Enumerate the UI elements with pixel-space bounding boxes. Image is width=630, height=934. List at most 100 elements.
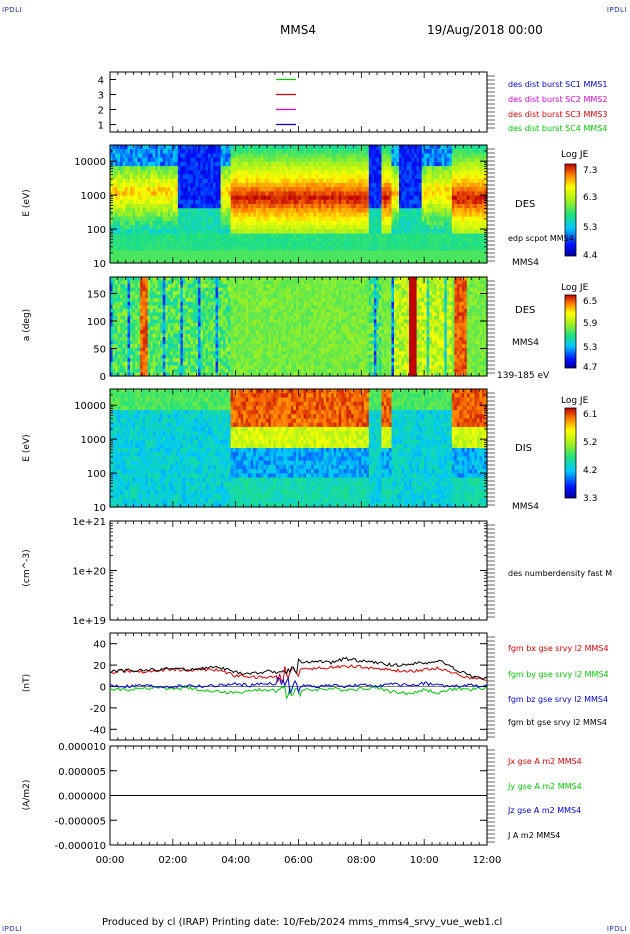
des-energy-cell: [215, 153, 219, 159]
des-energy-cell: [303, 195, 307, 201]
des-energy-cell: [145, 220, 149, 226]
des-energy-cell: [263, 229, 267, 235]
des-energy-cell: [341, 254, 345, 260]
des-energy-cell: [135, 250, 139, 256]
des-energy-cell: [112, 191, 116, 197]
des-energy-cell: [162, 237, 166, 243]
des-energy-cell: [316, 233, 320, 239]
des-energy-cell: [331, 216, 335, 222]
des-energy-cell: [243, 241, 247, 247]
des-energy-cell: [197, 182, 202, 188]
des-energy-cell: [333, 254, 337, 260]
des-energy-cell: [228, 161, 232, 167]
des-energy-cell: [260, 250, 264, 256]
des-energy-cell: [311, 199, 315, 205]
des-energy-cell: [225, 229, 229, 235]
des-energy-cell: [278, 187, 282, 192]
des-energy-cell: [223, 233, 227, 239]
des-energy-cell: [260, 170, 264, 176]
des-energy-cell: [208, 258, 212, 264]
des-energy-cell: [343, 157, 347, 163]
des-energy-cell: [200, 250, 204, 256]
des-energy-cell: [333, 157, 337, 163]
des-energy-cell: [180, 145, 184, 150]
des-energy-cell: [190, 204, 194, 209]
des-energy-cell: [233, 153, 237, 159]
des-energy-cell: [331, 237, 335, 243]
des-energy-cell: [253, 246, 257, 251]
des-energy-cell: [197, 233, 202, 239]
des-energy-cell: [268, 241, 272, 247]
des-energy-cell: [117, 174, 121, 180]
des-energy-cell: [253, 241, 257, 247]
des-energy-cell: [135, 204, 139, 209]
des-energy-cell: [130, 237, 134, 243]
des-energy-cell: [172, 233, 176, 239]
des-energy-cell: [338, 254, 342, 260]
des-energy-cell: [122, 145, 126, 150]
des-energy-cell: [120, 246, 124, 251]
des-energy-cell: [182, 233, 186, 239]
des-energy-cell: [313, 229, 317, 235]
des-energy-cell: [140, 250, 144, 256]
des-energy-cell: [140, 161, 144, 167]
des-energy-cell: [225, 182, 229, 188]
des-energy-cell: [250, 250, 254, 256]
des-energy-cell: [150, 212, 154, 218]
des-energy-cell: [248, 182, 252, 188]
des-energy-cell: [172, 187, 176, 192]
des-energy-cell: [263, 258, 267, 264]
des-energy-cell: [187, 208, 192, 214]
des-energy-cell: [112, 225, 116, 230]
des-energy-cell: [142, 254, 146, 260]
des-energy-cell: [273, 161, 277, 167]
des-energy-cell: [233, 250, 237, 256]
des-energy-cell: [333, 161, 337, 167]
des-energy-cell: [213, 187, 217, 192]
des-energy-cell: [175, 229, 179, 235]
des-energy-cell: [208, 229, 212, 235]
des-energy-cell: [132, 199, 136, 205]
des-energy-cell: [253, 149, 257, 155]
des-energy-cell: [195, 254, 199, 260]
des-energy-cell: [185, 153, 189, 159]
des-energy-cell: [147, 157, 151, 163]
des-energy-cell: [170, 161, 174, 167]
des-energy-cell: [213, 216, 217, 222]
des-energy-cell: [190, 170, 194, 176]
des-energy-cell: [265, 195, 269, 201]
des-energy-cell: [280, 233, 285, 239]
des-energy-cell: [273, 246, 277, 251]
des-energy-cell: [127, 191, 131, 197]
des-energy-cell: [285, 161, 290, 167]
des-energy-cell: [190, 250, 194, 256]
des-energy-cell: [295, 199, 300, 205]
des-energy-cell: [280, 149, 285, 155]
des-energy-cell: [115, 233, 119, 239]
des-energy-cell: [233, 258, 237, 264]
des-energy-cell: [323, 250, 327, 256]
des-energy-cell: [142, 145, 146, 150]
des-energy-cell: [165, 157, 169, 163]
des-energy-cell: [280, 204, 285, 209]
des-energy-cell: [260, 178, 264, 184]
des-energy-cell: [306, 204, 310, 209]
des-energy-cell: [228, 220, 232, 226]
des-energy-cell: [228, 204, 232, 209]
des-energy-cell: [115, 220, 119, 226]
des-energy-cell: [202, 254, 207, 260]
des-energy-cell: [275, 241, 279, 247]
des-energy-cell: [250, 166, 254, 171]
des-energy-cell: [195, 191, 199, 197]
des-energy-cell: [238, 195, 242, 201]
des-energy-cell: [288, 145, 292, 150]
des-energy-cell: [250, 145, 254, 150]
des-energy-cell: [175, 246, 179, 251]
des-energy-cell: [318, 153, 322, 159]
des-energy-cell: [132, 246, 136, 251]
des-energy-cell: [152, 170, 156, 176]
des-energy-cell: [228, 157, 232, 163]
des-energy-cell: [165, 250, 169, 256]
des-energy-cell: [343, 182, 347, 188]
des-energy-cell: [288, 212, 292, 218]
